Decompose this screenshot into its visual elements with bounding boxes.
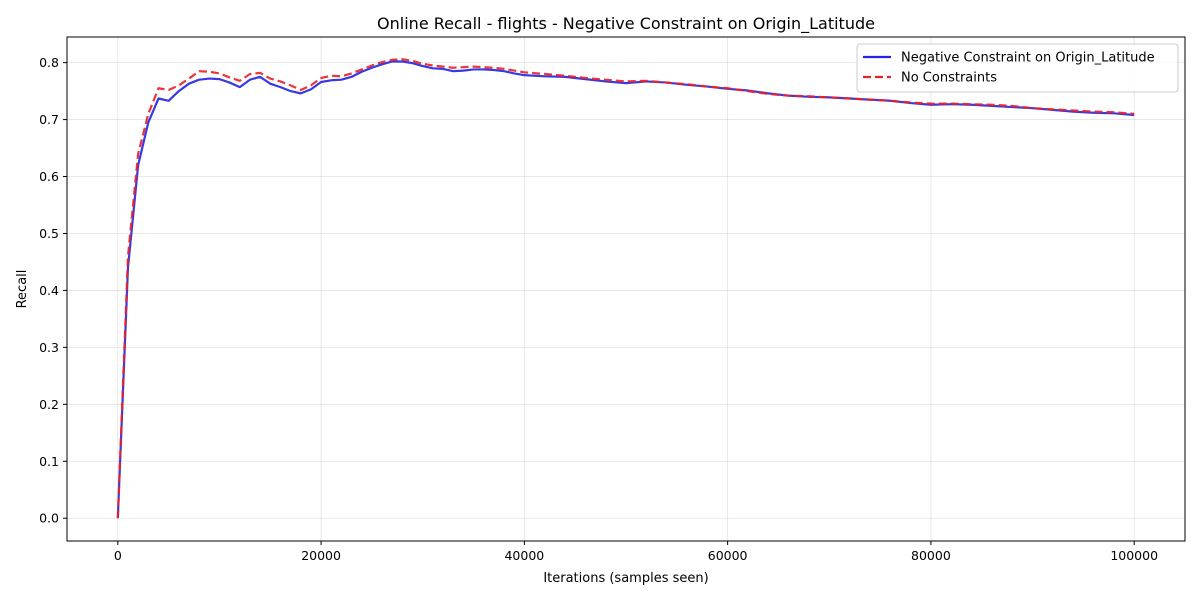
grid	[67, 37, 1185, 541]
x-tick-label: 40000	[504, 548, 544, 563]
x-tick-label: 100000	[1110, 548, 1158, 563]
series-line-1	[116, 58, 1135, 519]
y-tick-label: 0.0	[39, 511, 59, 526]
x-tick-label: 0	[114, 548, 122, 563]
x-axis-label: Iterations (samples seen)	[543, 571, 708, 586]
y-axis: 0.0 0.1 0.2 0.3 0.4 0.5 0.6 0.7 0.8	[39, 55, 67, 526]
y-tick-label: 0.8	[39, 55, 59, 70]
x-axis: 0 20000 40000 60000 80000 100000	[114, 541, 1158, 563]
y-tick-label: 0.6	[39, 169, 59, 184]
series-layer	[116, 58, 1135, 519]
legend-label-1: No Constraints	[901, 71, 997, 86]
legend: Negative Constraint on Origin_Latitude No…	[856, 43, 1179, 93]
plot-frame	[66, 36, 1186, 542]
y-tick-label: 0.2	[39, 397, 59, 412]
y-tick-label: 0.5	[39, 226, 59, 241]
y-tick-label: 0.7	[39, 112, 59, 127]
y-tick-label: 0.4	[39, 283, 59, 298]
y-tick-label: 0.3	[39, 340, 59, 355]
y-tick-label: 0.1	[39, 454, 59, 469]
legend-label-0: Negative Constraint on Origin_Latitude	[901, 51, 1155, 66]
legend-box	[856, 43, 1179, 93]
y-axis-label: Recall	[15, 270, 30, 309]
chart-title: Online Recall - flights - Negative Const…	[377, 14, 875, 34]
series-line-0	[116, 60, 1135, 519]
x-tick-label: 60000	[708, 548, 748, 563]
x-tick-label: 20000	[301, 548, 341, 563]
x-tick-label: 80000	[911, 548, 951, 563]
